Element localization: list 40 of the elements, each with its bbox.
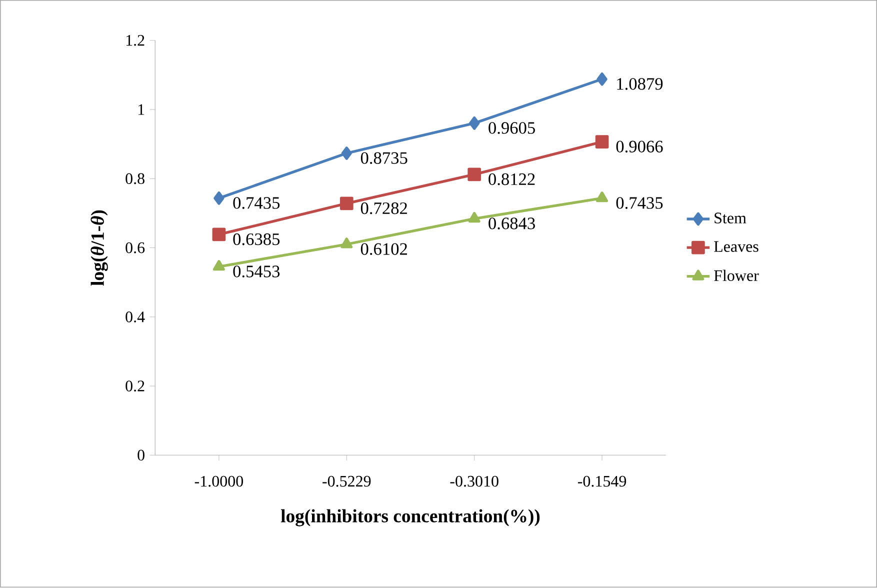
y-tick-label: 0.4 — [126, 312, 145, 323]
data-label: 1.0879 — [617, 78, 663, 90]
point — [468, 168, 482, 182]
legend-label: Stem — [714, 212, 746, 224]
point — [596, 192, 608, 202]
data-label: 0.9066 — [616, 140, 663, 153]
x-tick-label: -1.0000 — [194, 476, 244, 487]
point — [212, 260, 225, 271]
legend-label: Flower — [714, 270, 759, 282]
y-tick-label: 0.8 — [126, 173, 144, 184]
point — [341, 146, 352, 160]
y-tick-label: 0.2 — [126, 380, 144, 392]
data-label: 0.6385 — [233, 234, 280, 246]
point — [212, 228, 226, 242]
point — [595, 135, 609, 149]
x-tick-label: -0.1549 — [578, 476, 626, 487]
x-tick-label: -0.5229 — [322, 476, 371, 487]
y-tick-label: 1.2 — [126, 35, 144, 46]
point — [596, 72, 608, 86]
data-label: 0.7435 — [233, 197, 280, 210]
x-axis-title: log(inhibitors concentration(%)) — [280, 509, 540, 527]
legend-label: Leaves — [714, 241, 758, 252]
y-tick-label: 1 — [138, 104, 144, 116]
data-label: 0.9605 — [488, 122, 535, 134]
data-label: 0.7435 — [616, 197, 663, 210]
x-tick-label: -0.3010 — [450, 476, 498, 487]
y-tick-label: 0.6 — [126, 242, 145, 254]
point — [340, 197, 354, 210]
data-label: 0.5453 — [233, 266, 280, 278]
data-label: 0.6102 — [360, 243, 407, 256]
point — [468, 212, 480, 223]
data-label: 0.8735 — [360, 152, 408, 164]
data-label: 0.8122 — [488, 174, 535, 186]
y-axis-title: log(θ/1-θ) — [90, 210, 108, 286]
data-label: 0.6843 — [488, 218, 535, 230]
point — [340, 238, 353, 248]
data-label: 0.7282 — [360, 202, 407, 214]
y-tick-label: 0 — [138, 450, 144, 461]
point — [214, 192, 224, 206]
point — [469, 116, 480, 130]
